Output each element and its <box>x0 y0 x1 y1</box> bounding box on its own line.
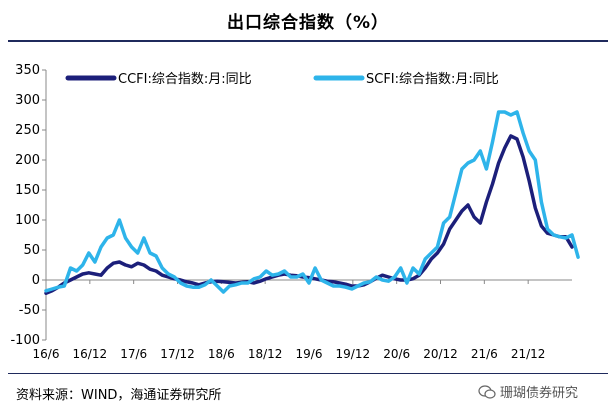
y-tick-labels: -100 -50 0 50 100 150 200 250 300 350 <box>10 63 46 348</box>
x-tick-label: 16/6 <box>33 347 60 361</box>
axes-group <box>45 70 572 340</box>
x-tick-labels: 16/6 16/12 17/6 17/12 18/6 18/12 19/6 19/12 20/6… <box>33 280 546 361</box>
y-tick-label: 0 <box>32 273 40 288</box>
y-tick-label: 200 <box>15 153 40 168</box>
watermark: 珊瑚债券研究 <box>478 382 578 401</box>
x-tick-label: 20/6 <box>383 347 410 361</box>
x-tick-label: 16/12 <box>73 347 108 361</box>
x-tick-label: 21/6 <box>471 347 498 361</box>
y-tick-label: -100 <box>10 333 40 348</box>
x-tick-label: 18/6 <box>208 347 235 361</box>
title-divider <box>8 40 608 42</box>
x-tick-label: 21/12 <box>511 347 546 361</box>
y-tick-label: 300 <box>15 93 40 108</box>
legend: CCFI:综合指数:月:同比 SCFI:综合指数:月:同比 <box>65 72 499 87</box>
series-lines <box>44 110 580 295</box>
x-tick-label: 19/6 <box>296 347 323 361</box>
footer-divider <box>8 373 608 374</box>
source-note: 资料来源：WIND，海通证券研究所 <box>16 388 222 403</box>
y-tick-label: 250 <box>15 123 40 138</box>
chart-title: 出口综合指数（%） <box>226 13 390 33</box>
wechat-icon <box>478 384 496 399</box>
x-tick-label: 19/12 <box>336 347 371 361</box>
series-line-ccfi <box>44 134 574 295</box>
x-tick-label: 20/12 <box>423 347 458 361</box>
y-tick-label: -50 <box>19 303 40 318</box>
y-tick-label: 100 <box>15 213 40 228</box>
y-tick-label: 50 <box>23 243 40 258</box>
legend-label-ccfi: CCFI:综合指数:月:同比 <box>118 72 252 87</box>
x-tick-label: 18/12 <box>248 347 283 361</box>
y-tick-label: 350 <box>15 63 40 78</box>
x-tick-label: 17/6 <box>120 347 147 361</box>
legend-label-scfi: SCFI:综合指数:月:同比 <box>366 72 499 87</box>
watermark-text: 珊瑚债券研究 <box>500 386 579 401</box>
x-tick-label: 17/12 <box>160 347 195 361</box>
y-tick-label: 150 <box>15 183 40 198</box>
series-line-scfi <box>44 110 580 294</box>
